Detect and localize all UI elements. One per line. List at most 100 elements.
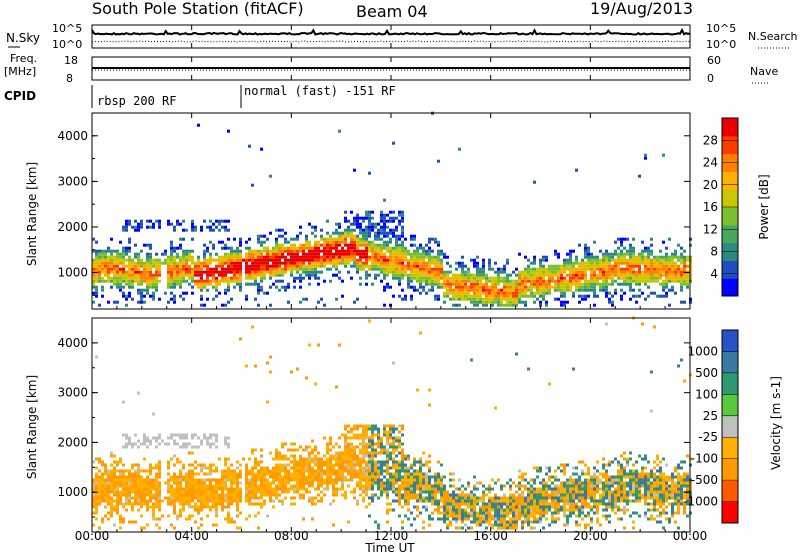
power-cell <box>383 264 386 268</box>
power-cell <box>653 279 656 283</box>
velocity-cell <box>500 505 503 509</box>
power-cell <box>266 267 269 271</box>
velocity-cell <box>428 499 431 503</box>
velocity-cell <box>236 475 239 479</box>
power-cell <box>338 261 341 265</box>
velocity-cell <box>338 466 341 470</box>
velocity-cell <box>236 484 239 488</box>
velocity-cell <box>167 466 170 470</box>
velocity-cell <box>146 499 149 503</box>
velocity-cell <box>293 490 296 494</box>
velocity-cell <box>389 442 392 446</box>
velocity-cell <box>146 436 149 440</box>
power-cell <box>254 282 257 286</box>
power-cell <box>338 258 341 262</box>
velocity-cell <box>221 472 224 476</box>
velocity-cell <box>266 490 269 494</box>
power-cell <box>137 252 140 256</box>
power-cell <box>347 261 350 265</box>
velocity-cell <box>407 466 410 470</box>
velocity-cell <box>122 463 125 467</box>
power-cell <box>392 231 395 235</box>
velocity-cell <box>197 526 200 530</box>
velocity-cell <box>182 433 185 437</box>
velocity-cell <box>368 439 371 443</box>
velocity-cell <box>362 424 365 428</box>
power-cell <box>245 261 248 265</box>
velocity-cell <box>107 493 110 497</box>
velocity-cell <box>296 490 299 494</box>
power-cell <box>464 276 467 280</box>
velocity-cell <box>515 520 518 524</box>
velocity-cell <box>128 436 131 440</box>
power-cell <box>359 255 362 259</box>
power-cell <box>305 246 308 250</box>
power-cell <box>413 249 416 253</box>
velocity-cell <box>236 526 239 530</box>
power-cell <box>245 258 248 262</box>
velocity-cell <box>473 502 476 506</box>
velocity-cell <box>527 511 530 515</box>
velocity-cell <box>503 499 506 503</box>
power-cell <box>143 273 146 277</box>
power-cell <box>230 258 233 262</box>
velocity-cell <box>191 469 194 473</box>
power-cell <box>533 261 536 265</box>
velocity-cell <box>425 487 428 491</box>
velocity-cell <box>455 508 458 512</box>
velocity-cell <box>107 469 110 473</box>
velocity-cell <box>467 499 470 503</box>
power-cell <box>605 291 608 295</box>
velocity-cell <box>347 520 350 524</box>
velocity-cell <box>323 487 326 491</box>
power-cell <box>194 264 197 268</box>
power-cell <box>188 273 191 277</box>
velocity-cell <box>419 472 422 476</box>
velocity-cell <box>521 502 524 506</box>
power-cell <box>674 273 677 277</box>
velocity-cell <box>200 481 203 485</box>
velocity-cell <box>461 484 464 488</box>
power-cell <box>161 261 164 265</box>
velocity-cell <box>410 481 413 485</box>
velocity-cell <box>392 478 395 482</box>
velocity-cell <box>326 469 329 473</box>
power-cell <box>320 234 323 238</box>
power-cell <box>611 294 614 298</box>
power-cell <box>416 288 419 292</box>
velocity-cell <box>98 496 101 500</box>
power-cell <box>437 159 440 163</box>
power-cell <box>98 279 101 283</box>
power-cell <box>296 264 299 268</box>
velocity-cell <box>137 466 140 470</box>
velocity-cell <box>212 490 215 494</box>
power-cell <box>359 216 362 220</box>
velocity-cell <box>344 496 347 500</box>
velocity-cell <box>320 466 323 470</box>
power-cell <box>539 282 542 286</box>
velocity-cell <box>443 493 446 497</box>
velocity-cell <box>248 496 251 500</box>
velocity-cell <box>140 514 143 518</box>
power-cell <box>605 252 608 256</box>
power-cell <box>296 249 299 253</box>
power-cell <box>302 255 305 259</box>
power-cell <box>611 282 614 286</box>
velocity-cell <box>341 433 344 437</box>
power-cell <box>413 270 416 274</box>
power-cell <box>113 270 116 274</box>
power-cell <box>359 252 362 256</box>
power-cell <box>557 270 560 274</box>
velocity-cell <box>158 472 161 476</box>
power-cell <box>470 288 473 292</box>
power-cell <box>491 285 494 289</box>
power-cell <box>572 267 575 271</box>
power-cell <box>245 264 248 268</box>
velocity-cell <box>434 472 437 476</box>
power-cell <box>677 276 680 280</box>
velocity-cell <box>155 436 158 440</box>
velocity-cell <box>194 520 197 524</box>
power-cell <box>521 294 524 298</box>
velocity-cell <box>209 481 212 485</box>
velocity-cell <box>263 475 266 479</box>
